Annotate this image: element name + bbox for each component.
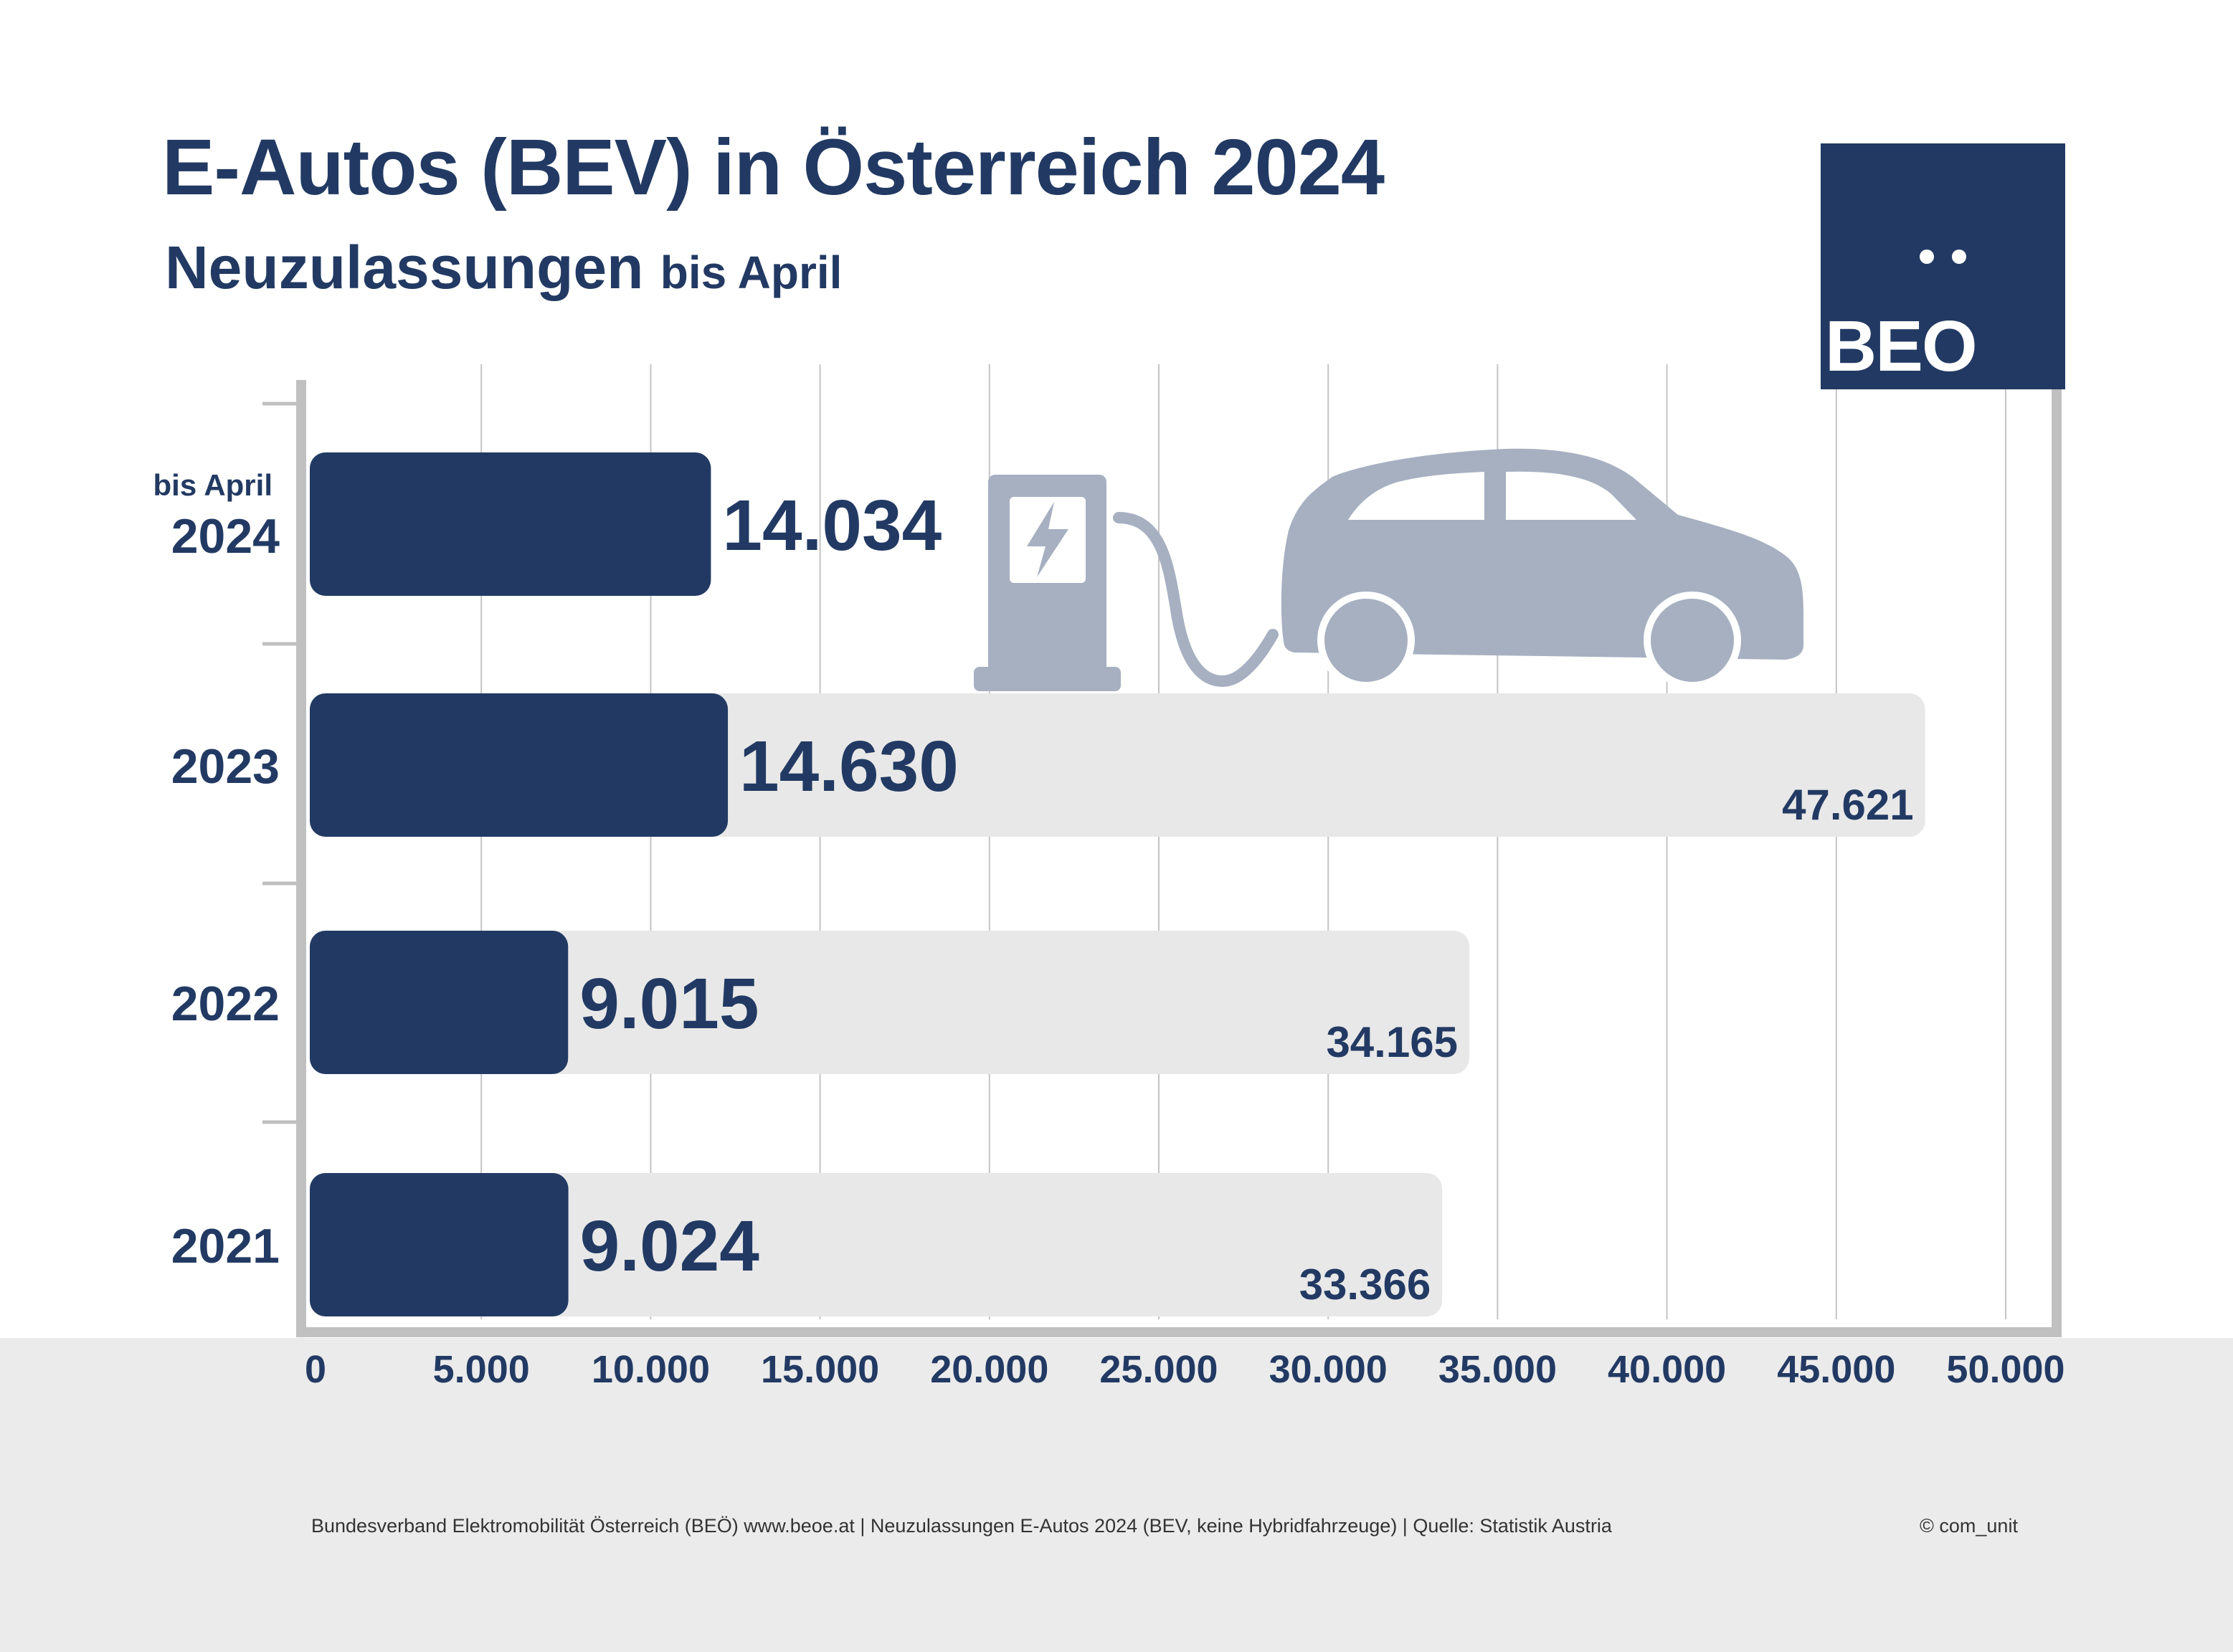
y-category-label: 2022 xyxy=(171,977,280,1031)
copyright-note: © com_unit xyxy=(1920,1515,2018,1537)
jan-apr-bar xyxy=(310,931,569,1074)
jan-apr-value-label: 14.034 xyxy=(722,485,942,566)
jan-apr-value-label: 9.024 xyxy=(580,1206,760,1286)
full-year-value-label: 34.165 xyxy=(1326,1018,1458,1066)
jan-apr-value-label: 9.015 xyxy=(579,964,759,1044)
full-year-value-label: 47.621 xyxy=(1782,781,1914,829)
jan-apr-bar xyxy=(310,1173,569,1316)
beo-logo: BEO xyxy=(1821,143,2065,389)
full-year-bar xyxy=(310,1173,1443,1316)
y-category-label: 2024 xyxy=(171,509,280,564)
axes xyxy=(262,380,2062,1337)
x-tick-label: 45.000 xyxy=(1777,1348,1895,1391)
page-subtitle: Neuzulassungen bis April xyxy=(165,233,842,303)
bars xyxy=(310,452,1925,1316)
jan-apr-value-label: 14.630 xyxy=(739,726,959,807)
subtitle-main: Neuzulassungen xyxy=(165,234,644,301)
jan-apr-bar xyxy=(310,452,711,596)
full-year-bar xyxy=(310,931,1469,1074)
y-category-label: 2021 xyxy=(171,1219,280,1273)
x-tick-label: 30.000 xyxy=(1269,1348,1388,1391)
source-note: Bundesverband Elektromobilität Österreic… xyxy=(311,1515,1612,1537)
full-year-value-label: 33.366 xyxy=(1299,1261,1431,1309)
x-tick-label: 5.000 xyxy=(433,1348,530,1391)
subtitle-suffix: bis April xyxy=(660,247,843,298)
footer-band xyxy=(0,1338,2233,1652)
x-tick-label: 0 xyxy=(305,1348,326,1391)
logo-text: BEO xyxy=(1825,306,1978,386)
y-category-label: 2023 xyxy=(171,739,280,794)
charging-illustration xyxy=(974,448,1803,691)
x-tick-label: 35.000 xyxy=(1438,1348,1557,1391)
x-tick-label: 50.000 xyxy=(1946,1348,2064,1391)
labels: 0 5.000 10.000 15.000 20.000 25.000 30.000 35.0… xyxy=(153,468,2065,1391)
logo-umlaut-dots xyxy=(1920,250,1970,264)
lightning-bolt-icon xyxy=(1027,502,1068,577)
page-title: E-Autos (BEV) in Österreich 2024 xyxy=(162,123,1385,212)
x-tick-label: 40.000 xyxy=(1608,1348,1726,1391)
x-tick-label: 25.000 xyxy=(1099,1348,1218,1391)
jan-apr-bar xyxy=(310,693,729,837)
x-tick-label: 20.000 xyxy=(930,1348,1048,1391)
charging-station-icon xyxy=(974,475,1279,691)
electric-car-icon xyxy=(1281,448,1803,689)
x-tick-label: 15.000 xyxy=(761,1348,879,1391)
x-tick-label: 10.000 xyxy=(592,1348,710,1391)
y-category-note: bis April xyxy=(153,468,272,502)
